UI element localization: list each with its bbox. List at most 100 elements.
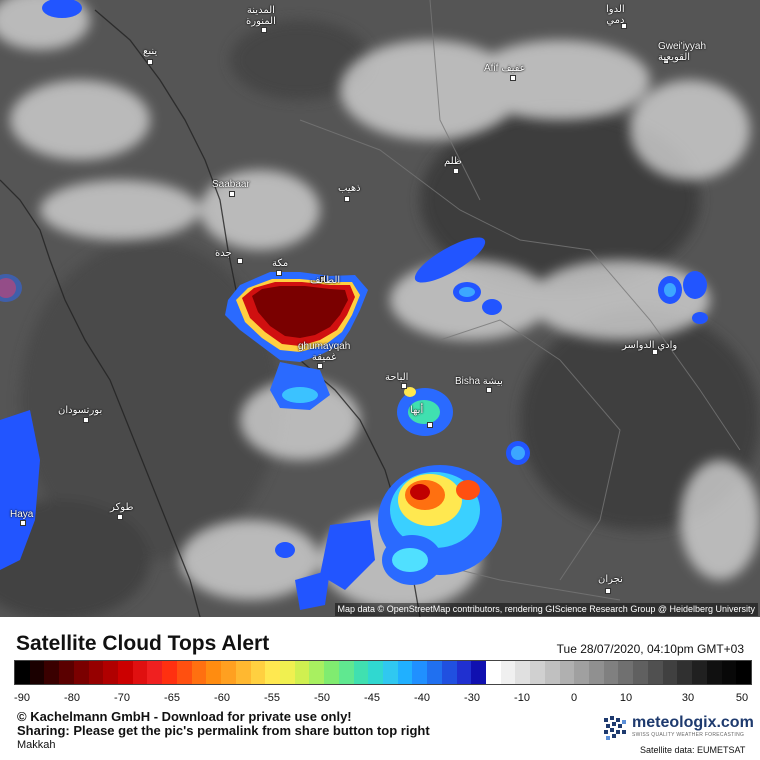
scale-cell (15, 661, 30, 684)
scale-tick-label: 0 (570, 692, 578, 704)
scale-tick-label: -30 (464, 692, 480, 704)
scale-tick-label: -65 (164, 692, 180, 704)
scale-cell (368, 661, 383, 684)
makkah-marker (276, 270, 282, 276)
logo-text: meteologix.com (632, 714, 754, 731)
scale-tick-label: -10 (514, 692, 530, 704)
scale-cell (736, 661, 751, 684)
scale-cell (176, 661, 192, 684)
color-scale (14, 660, 752, 685)
sharing-text: Sharing: Please get the pic's permalink … (17, 723, 430, 738)
aldawasir-label: وادي الدواسر (622, 340, 678, 351)
scale-cell (456, 661, 472, 684)
page-title: Satellite Cloud Tops Alert (16, 632, 270, 655)
afif-label: Afif عفيف (484, 63, 526, 74)
ghumayqah-marker (317, 363, 323, 369)
scale-cell (353, 661, 369, 684)
scale-tick-label: -60 (214, 692, 230, 704)
ghumayqah-label: ghumayqah غميقة (298, 341, 351, 363)
scale-cell (647, 661, 663, 684)
meteologix-logo[interactable]: meteologix.com SWISS QUALITY WEATHER FOR… (602, 714, 754, 744)
haya-marker (20, 520, 26, 526)
portsudan-marker (83, 417, 89, 423)
map-attribution: Map data © OpenStreetMap contributors, r… (334, 603, 758, 616)
scale-cell (132, 661, 148, 684)
scale-cell (221, 661, 236, 684)
scale-cell (633, 661, 648, 684)
scale-cell (706, 661, 722, 684)
scale-cell (235, 661, 251, 684)
scale-cell (471, 661, 486, 684)
haya-label: Haya (10, 509, 34, 520)
scale-cell (309, 661, 325, 684)
saabaar-marker (229, 191, 235, 197)
jeddah-label: جدة (215, 248, 232, 259)
scale-cell (515, 661, 531, 684)
dhaib-label: ذهيب (338, 183, 361, 194)
scale-cell (29, 661, 45, 684)
location-label: Makkah (17, 739, 56, 751)
scale-cell (324, 661, 339, 684)
alduwadimi-marker (621, 23, 627, 29)
scale-tick-label: 50 (735, 692, 749, 704)
aldawasir-marker (652, 349, 658, 355)
footer: Satellite Cloud Tops Alert Tue 28/07/202… (0, 617, 760, 760)
cloud-imagery (0, 0, 760, 617)
scale-cell (589, 661, 604, 684)
abha-marker (427, 422, 433, 428)
scale-cell (677, 661, 693, 684)
scale-cell (59, 661, 74, 684)
scale-cell (88, 661, 104, 684)
scale-cell (382, 661, 398, 684)
bisha-label: Bisha بيشة (455, 376, 503, 387)
copyright-text: © Kachelmann GmbH - Download for private… (17, 709, 352, 724)
yanbu-label: ينبع (143, 46, 158, 57)
scale-cell (44, 661, 60, 684)
scale-tick-label: -55 (264, 692, 280, 704)
scale-cell (574, 661, 590, 684)
yanbu-marker (147, 59, 153, 65)
taif-marker (320, 276, 326, 282)
scale-cell (206, 661, 222, 684)
scale-cell (294, 661, 310, 684)
makkah-label: مكة (272, 258, 289, 269)
scale-cell (147, 661, 163, 684)
abha-label: أبها (410, 405, 424, 416)
afif-marker (510, 75, 516, 81)
scale-tick-label: 30 (681, 692, 695, 704)
scale-cell (692, 661, 707, 684)
scale-tick-label: -45 (364, 692, 380, 704)
logo-tagline: SWISS QUALITY WEATHER FORECASTING (632, 732, 745, 738)
zalim-marker (453, 168, 459, 174)
scale-cell (279, 661, 295, 684)
scale-tick-label: -70 (114, 692, 130, 704)
scale-cell (486, 661, 501, 684)
scale-cell (721, 661, 737, 684)
scale-cell (103, 661, 119, 684)
jeddah-marker (237, 258, 243, 264)
scale-cell (118, 661, 133, 684)
scale-cell (544, 661, 560, 684)
tokar-marker (117, 514, 123, 520)
taif-label: الطائف (310, 275, 341, 286)
scale-cell (338, 661, 354, 684)
scale-tick-label: 10 (619, 692, 633, 704)
dhaib-marker (344, 196, 350, 202)
scale-cell (191, 661, 207, 684)
alduwadimi-label: الدوا دمي (606, 4, 625, 26)
albaha-label: الباحة (385, 372, 409, 383)
albaha-marker (401, 383, 407, 389)
gweiiyyah-marker (663, 58, 669, 64)
scale-cell (603, 661, 619, 684)
datetime-label: Tue 28/07/2020, 04:10pm GMT+03 (556, 642, 744, 656)
madinah-marker (261, 27, 267, 33)
scale-cell (500, 661, 516, 684)
scale-cell (265, 661, 280, 684)
scale-cell (412, 661, 428, 684)
scale-cell (441, 661, 457, 684)
scale-tick-label: -50 (314, 692, 330, 704)
portsudan-label: بورتسودان (58, 405, 103, 416)
scale-cell (397, 661, 413, 684)
zalim-label: ظلم (444, 156, 462, 167)
scale-cell (618, 661, 634, 684)
